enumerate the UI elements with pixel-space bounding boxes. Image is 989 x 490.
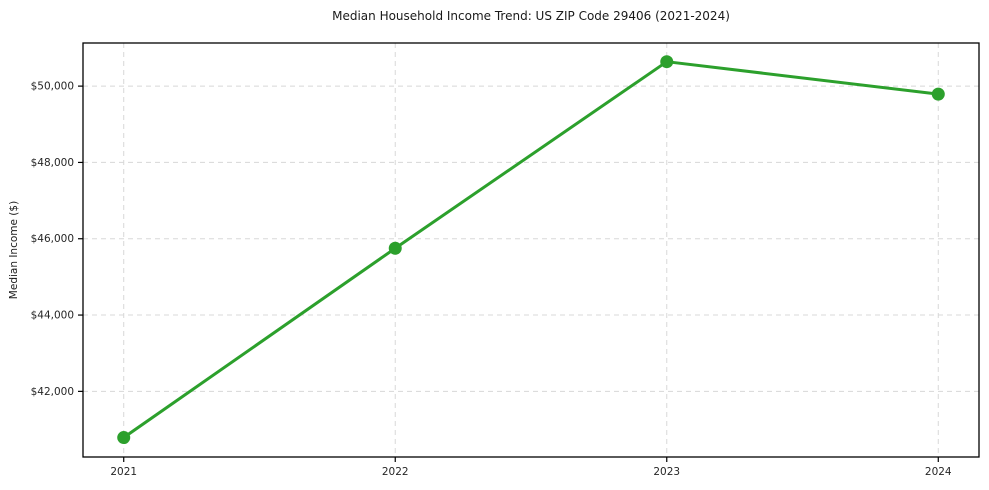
- y-tick-label: $44,000: [31, 310, 74, 322]
- y-tick-label: $50,000: [31, 81, 74, 93]
- x-tick-label: 2023: [653, 466, 680, 478]
- y-tick-label: $46,000: [31, 233, 74, 245]
- x-tick-label: 2021: [110, 466, 137, 478]
- data-point-2021: [117, 431, 131, 445]
- data-point-2022: [388, 241, 402, 255]
- data-point-2024: [931, 87, 945, 101]
- data-point-2023: [660, 55, 674, 69]
- axes-frame: [82, 42, 980, 458]
- x-tick-label: 2024: [925, 466, 952, 478]
- chart-title: Median Household Income Trend: US ZIP Co…: [332, 9, 730, 23]
- y-tick-label: $48,000: [31, 157, 74, 169]
- y-tick-label: $42,000: [31, 386, 74, 398]
- x-tick-label: 2022: [382, 466, 409, 478]
- trend-line: [122, 60, 940, 440]
